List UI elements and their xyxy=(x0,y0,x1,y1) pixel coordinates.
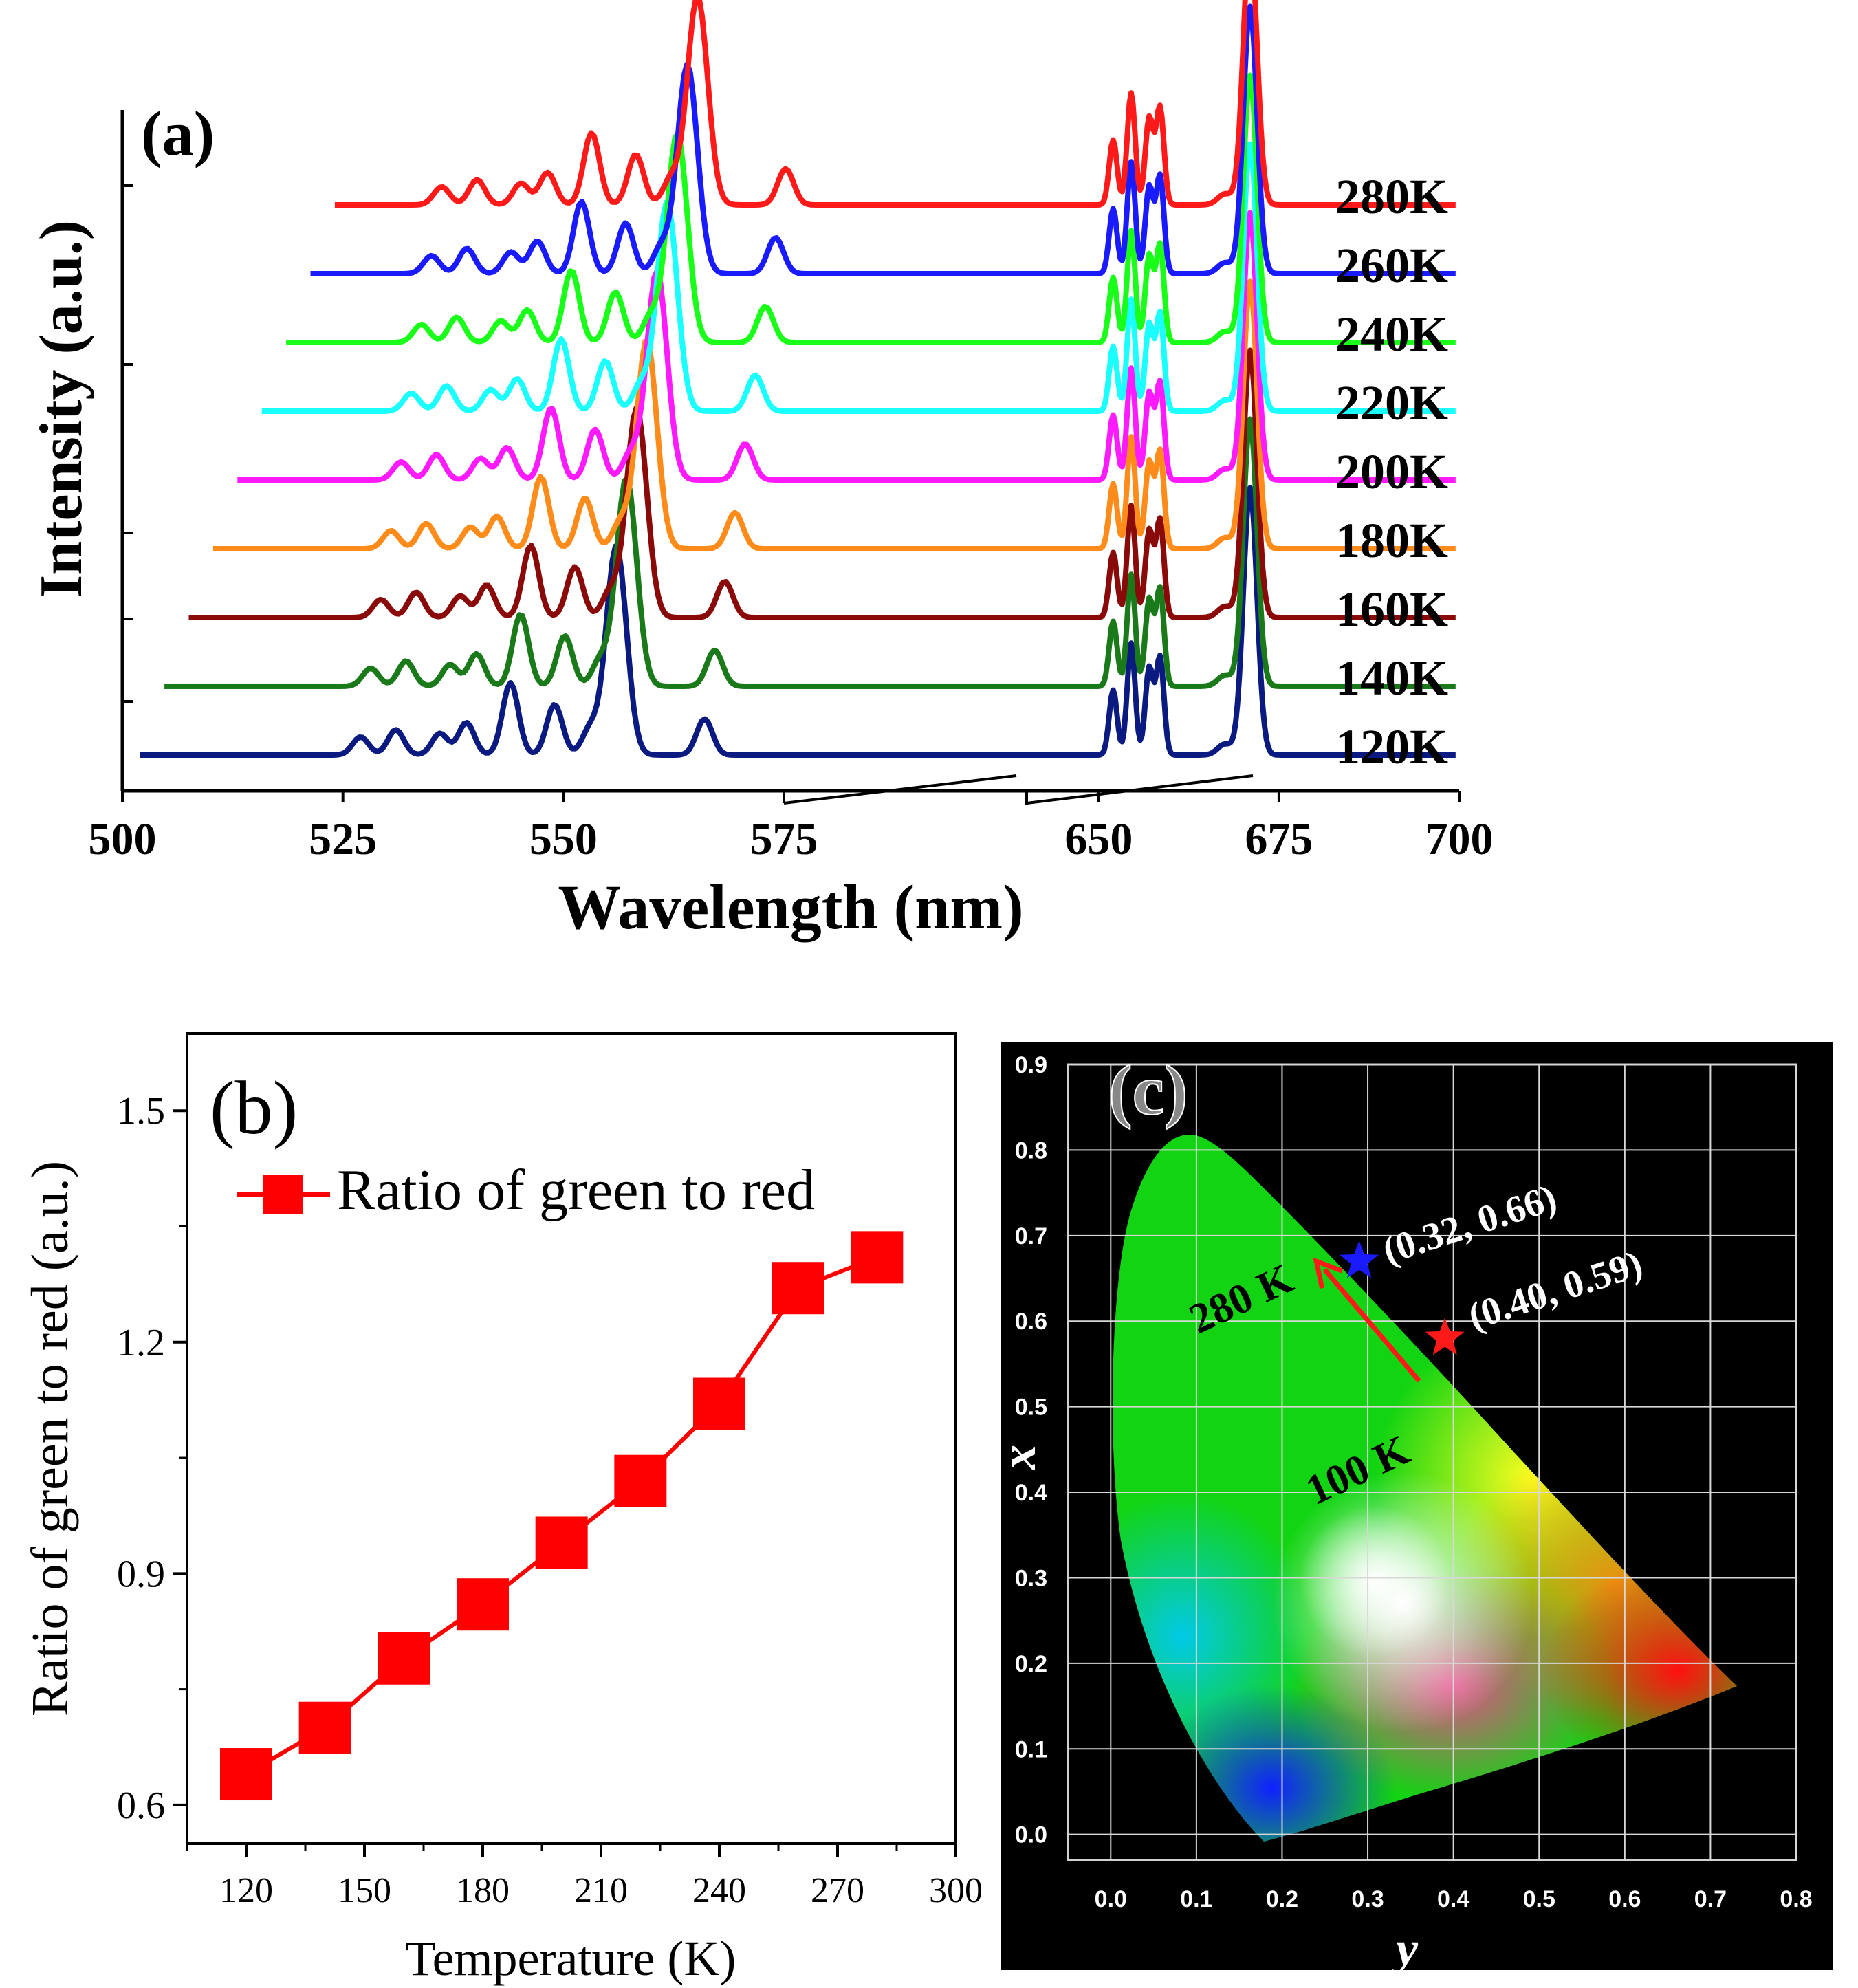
b-x-tick-label: 150 xyxy=(338,1871,391,1910)
b-data-point xyxy=(378,1632,430,1685)
c-y-axis-title: x xyxy=(991,1445,1046,1470)
b-series-line xyxy=(245,1255,878,1776)
c-y-tick-label: 0.5 xyxy=(1015,1395,1047,1421)
b-data-point xyxy=(851,1231,904,1284)
spectra-traces xyxy=(140,0,1457,758)
series-label-220K: 220K xyxy=(1335,375,1448,430)
b-x-tick-label: 300 xyxy=(929,1871,983,1910)
b-data-point xyxy=(772,1262,824,1315)
spectrum-line-200K xyxy=(237,210,1457,483)
panel-a: 500 525 550 575 650 675 700 (a) Wavelength (nm… xyxy=(28,0,1494,942)
spectrum-line-260K xyxy=(310,3,1457,276)
c-point-star xyxy=(1425,1318,1465,1355)
series-label-140K: 140K xyxy=(1335,651,1448,706)
b-y-tick-label: 1.5 xyxy=(117,1090,165,1133)
b-x-tick-label: 180 xyxy=(456,1871,510,1910)
b-y-axis-title: Ratio of green to red (a.u.) xyxy=(21,1161,79,1716)
b-x-tick-label: 240 xyxy=(692,1871,746,1910)
a-x-tick-label: 700 xyxy=(1425,814,1494,864)
a-x-tick-label: 650 xyxy=(1064,814,1133,864)
b-legend-marker xyxy=(263,1175,303,1214)
a-x-axis-title: Wavelength (nm) xyxy=(558,872,1023,942)
c-x-tick-label: 0.7 xyxy=(1694,1886,1727,1912)
c-x-tick-label: 0.2 xyxy=(1266,1886,1298,1912)
c-x-tick-label: 0.6 xyxy=(1608,1886,1641,1912)
series-label-160K: 160K xyxy=(1335,582,1448,637)
c-x-tick-label: 0.5 xyxy=(1523,1886,1555,1912)
c-point-star xyxy=(1340,1241,1379,1278)
a-y-axis-title: Intensity (a.u.) xyxy=(28,220,95,598)
b-data-point xyxy=(614,1454,667,1507)
c-x-tick-label: 0.1 xyxy=(1180,1886,1212,1912)
a-x-ticks: 500 525 550 575 650 675 700 xyxy=(89,791,1494,864)
series-label-180K: 180K xyxy=(1335,513,1448,568)
spectrum-line-160K xyxy=(188,347,1457,620)
b-data-point xyxy=(220,1748,272,1801)
c-x-tick-label: 0.0 xyxy=(1095,1886,1127,1912)
panel-c-label: (c) xyxy=(1108,1051,1188,1130)
b-data-point xyxy=(298,1701,351,1754)
b-x-tick-label: 120 xyxy=(219,1871,273,1910)
c-arrow-head xyxy=(1313,1257,1343,1289)
c-y-tick-label: 0.6 xyxy=(1015,1309,1047,1335)
a-x-tick-label: 525 xyxy=(309,814,377,864)
c-arrow-shaft xyxy=(1322,1267,1421,1383)
spectrum-line-120K xyxy=(140,485,1457,758)
c-y-tick-label: 0.7 xyxy=(1015,1223,1047,1249)
c-y-tick-label: 0.1 xyxy=(1015,1736,1047,1762)
c-grid xyxy=(1067,1063,1797,1861)
c-y-tick-label: 0.0 xyxy=(1015,1822,1047,1848)
b-x-axis-title: Temperature (K) xyxy=(406,1931,736,1986)
panel-c: 0.0 0.1 0.2 0.3 0.4 0.5 0.6 0.7 0.8 0.0 0.1 0.2 0.3 0… xyxy=(991,1042,1833,1976)
panel-b: 120 150 180 210 240 270 300 0.6 0.9 1.2 1.5 (b) Ra… xyxy=(21,1032,983,1986)
a-y-ticks xyxy=(122,184,133,703)
c-ticks: 0.0 0.1 0.2 0.3 0.4 0.5 0.6 0.7 0.8 0.0 0.1 0.2 0.3 0… xyxy=(1015,1052,1813,1912)
c-y-tick-label: 0.8 xyxy=(1015,1137,1047,1164)
a-axis-break-right xyxy=(1026,774,1254,805)
panel-a-label: (a) xyxy=(141,98,215,168)
b-data-point xyxy=(693,1377,745,1430)
spectrum-line-220K xyxy=(261,141,1457,414)
a-x-tick-label: 500 xyxy=(89,814,157,864)
a-axis-break-left xyxy=(783,774,1017,805)
spectrum-line-280K xyxy=(334,0,1457,208)
spectrum-line-180K xyxy=(212,278,1457,551)
b-data-point xyxy=(457,1578,509,1631)
a-x-tick-label: 675 xyxy=(1245,814,1313,864)
series-label-200K: 200K xyxy=(1335,444,1448,499)
spectrum-line-240K xyxy=(286,72,1457,345)
series-label-120K: 120K xyxy=(1335,719,1448,774)
b-plot-frame xyxy=(186,1032,957,1845)
a-x-tick-label: 575 xyxy=(750,814,818,864)
panel-b-label: (b) xyxy=(210,1066,298,1150)
b-data-point xyxy=(535,1516,588,1569)
b-x-tick-label: 210 xyxy=(574,1871,628,1910)
c-x-tick-label: 0.4 xyxy=(1437,1886,1469,1912)
b-y-tick-label: 0.6 xyxy=(117,1784,165,1827)
a-x-tick-label: 550 xyxy=(529,814,598,864)
c-x-tick-label: 0.8 xyxy=(1780,1886,1812,1912)
spectrum-line-140K xyxy=(164,416,1457,689)
c-x-tick-label: 0.3 xyxy=(1351,1886,1384,1912)
series-label-280K: 280K xyxy=(1335,169,1448,224)
series-label-260K: 260K xyxy=(1335,238,1448,293)
b-series xyxy=(220,1231,904,1801)
b-legend-text: Ratio of green to red xyxy=(337,1158,815,1222)
b-x-tick-label: 270 xyxy=(811,1871,864,1910)
b-legend: Ratio of green to red xyxy=(237,1158,815,1222)
b-y-tick-label: 1.2 xyxy=(117,1322,165,1364)
b-y-tick-label: 0.9 xyxy=(117,1553,165,1595)
a-axes: 500 525 550 575 650 675 700 xyxy=(89,110,1494,864)
c-y-tick-label: 0.2 xyxy=(1015,1651,1047,1677)
b-ticks: 120 150 180 210 240 270 300 0.6 0.9 1.2 1.5 xyxy=(117,1090,983,1910)
c-y-tick-label: 0.9 xyxy=(1015,1052,1047,1078)
series-label-240K: 240K xyxy=(1335,307,1448,362)
c-y-tick-label: 0.4 xyxy=(1015,1480,1047,1506)
c-y-tick-label: 0.3 xyxy=(1015,1565,1047,1591)
a-series-labels: 120K 140K 160K 180K 200K 220K 240K 260K 280K xyxy=(1335,169,1448,774)
